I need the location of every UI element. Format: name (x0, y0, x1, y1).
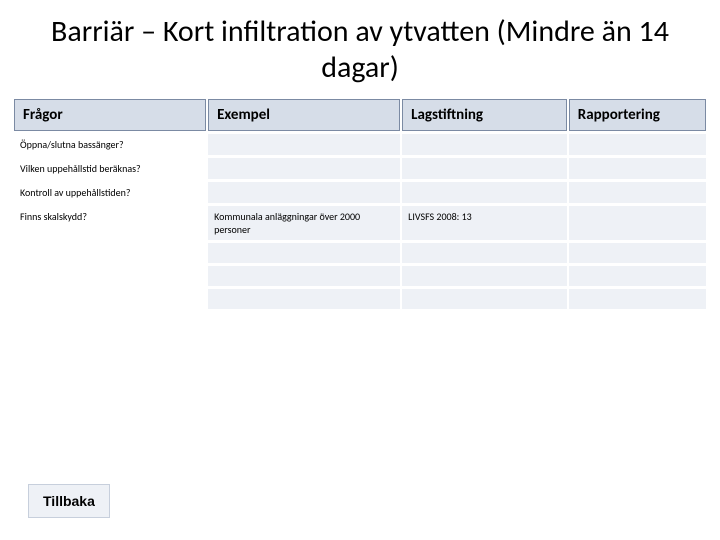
table-body: Öppna/slutna bassänger? Vilken uppehålls… (14, 134, 706, 309)
cell-question: Kontroll av uppehållstiden? (14, 182, 206, 203)
cell-law: LIVSFS 2008: 13 (402, 206, 567, 240)
cell-question (14, 289, 206, 309)
cell-example (208, 266, 400, 286)
cell-example: Kommunala anläggningar över 2000 persone… (208, 206, 400, 240)
cell-law (402, 289, 567, 309)
table-header-row: Frågor Exempel Lagstiftning Rapportering (14, 99, 706, 131)
cell-question (14, 243, 206, 263)
cell-report (569, 134, 706, 155)
cell-example (208, 134, 400, 155)
table-row: Kontroll av uppehållstiden? (14, 182, 706, 203)
cell-report (569, 206, 706, 240)
table-row: Vilken uppehållstid beräknas? (14, 158, 706, 179)
cell-question (14, 266, 206, 286)
cell-example (208, 158, 400, 179)
cell-report (569, 289, 706, 309)
cell-law (402, 158, 567, 179)
col-header-legislation: Lagstiftning (402, 99, 567, 131)
cell-example (208, 182, 400, 203)
table-row (14, 266, 706, 286)
col-header-example: Exempel (208, 99, 400, 131)
cell-report (569, 243, 706, 263)
page-title: Barriär – Kort infiltration av ytvatten … (0, 0, 720, 96)
back-button[interactable]: Tillbaka (28, 484, 110, 518)
cell-example (208, 289, 400, 309)
cell-law (402, 266, 567, 286)
table-row: Finns skalskydd? Kommunala anläggningar … (14, 206, 706, 240)
table-row (14, 289, 706, 309)
table-container: Frågor Exempel Lagstiftning Rapportering… (0, 96, 720, 312)
col-header-reporting: Rapportering (569, 99, 706, 131)
cell-law (402, 182, 567, 203)
cell-report (569, 158, 706, 179)
cell-law (402, 134, 567, 155)
cell-question: Finns skalskydd? (14, 206, 206, 240)
cell-report (569, 182, 706, 203)
cell-report (569, 266, 706, 286)
main-table: Frågor Exempel Lagstiftning Rapportering… (12, 96, 708, 312)
table-row (14, 243, 706, 263)
cell-law (402, 243, 567, 263)
cell-example (208, 243, 400, 263)
table-row: Öppna/slutna bassänger? (14, 134, 706, 155)
cell-question: Vilken uppehållstid beräknas? (14, 158, 206, 179)
col-header-questions: Frågor (14, 99, 206, 131)
cell-question: Öppna/slutna bassänger? (14, 134, 206, 155)
